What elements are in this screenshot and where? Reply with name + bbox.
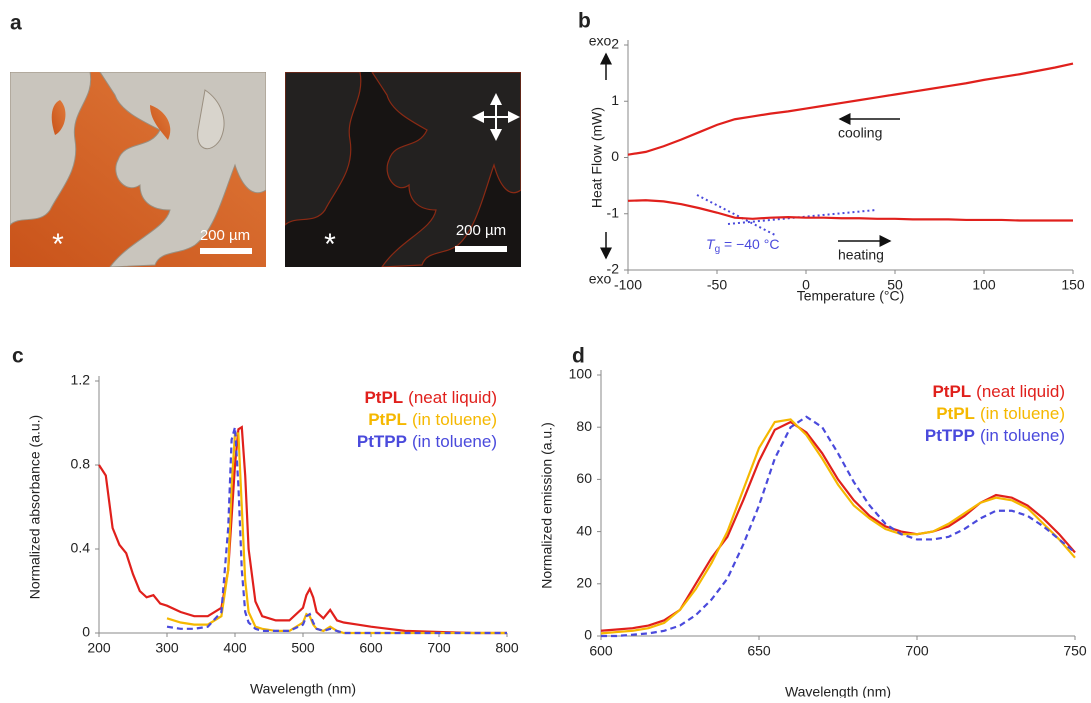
x-tick-label: -50 (707, 277, 727, 293)
panel-label: b (578, 10, 591, 33)
series-line (166, 432, 507, 635)
x-tick-label: 600 (589, 643, 613, 659)
series-line (627, 62, 1074, 156)
y-tick-label: 100 (569, 366, 593, 382)
x-tick-label: 50 (887, 277, 903, 293)
y-tick-label: 1.2 (71, 372, 91, 388)
y-tick-label: 0.8 (71, 456, 91, 472)
x-tick-label: 650 (747, 643, 771, 659)
x-axis-label: Wavelength (nm) (785, 684, 891, 698)
legend-entry: PtTPP (in toluene) (925, 426, 1065, 445)
x-axis-label: Wavelength (nm) (250, 681, 356, 697)
x-axis-label: Temperature (°C) (797, 288, 905, 304)
series-line (601, 415, 1076, 638)
x-tick-label: -100 (614, 277, 642, 293)
exo-label: exo (589, 33, 612, 49)
y-tick-label: 0 (611, 148, 619, 164)
marker: * (52, 228, 64, 261)
x-tick-label: 700 (427, 640, 451, 656)
legend-name: PtPL (936, 404, 975, 423)
legend-medium: (neat liquid) (408, 388, 497, 407)
legend-medium: (in toluene) (412, 410, 497, 429)
x-tick-label: 500 (291, 640, 315, 656)
x-tick-label: 400 (223, 640, 247, 656)
exo-label: exo (589, 271, 612, 287)
panel-label: c (12, 345, 24, 368)
x-tick-label: 750 (1063, 643, 1087, 659)
legend-medium: (in toluene) (980, 404, 1065, 423)
y-tick-label: 0 (584, 627, 592, 643)
legend-name: PtTPP (357, 432, 407, 451)
micrograph-polarized (285, 72, 521, 267)
x-tick-label: 600 (359, 640, 383, 656)
x-tick-label: 800 (495, 640, 519, 656)
panel-label: d (572, 345, 585, 368)
y-tick-label: 0.4 (71, 540, 91, 556)
legend-medium: (in toluene) (980, 426, 1065, 445)
tg-text: = −40 °C (720, 236, 779, 252)
y-axis-label: Normalized absorbance (a.u.) (27, 415, 43, 599)
y-axis-label: Normalized emission (a.u.) (539, 422, 555, 589)
y-tick-label: -1 (607, 204, 620, 220)
legend-entry: PtPL (neat liquid) (932, 382, 1065, 401)
y-tick-label: 20 (576, 575, 592, 591)
x-tick-label: 0 (802, 277, 810, 293)
tg-symbol: T (706, 236, 716, 252)
scale-bar-label: 200 µm (456, 222, 506, 239)
panel-label: a (10, 12, 22, 35)
y-tick-label: 1 (611, 92, 619, 108)
legend-entry: PtPL (in toluene) (936, 404, 1065, 423)
y-axis-label: Heat Flow (mW) (589, 107, 605, 208)
y-tick-label: 40 (576, 522, 592, 538)
legend-entry: PtPL (in toluene) (368, 410, 497, 429)
legend-name: PtPL (364, 388, 403, 407)
legend-entry: PtPL (neat liquid) (364, 388, 497, 407)
y-tick-label: 60 (576, 470, 592, 486)
legend-entry: PtTPP (in toluene) (357, 432, 497, 451)
series-line (98, 425, 507, 635)
x-tick-label: 200 (87, 640, 111, 656)
y-tick-label: 0 (82, 624, 90, 640)
y-tick-label: 80 (576, 418, 592, 434)
legend-name: PtPL (368, 410, 407, 429)
y-tick-label: 2 (611, 36, 619, 52)
y-tick-label: -2 (607, 261, 620, 277)
legend-medium: (in toluene) (412, 432, 497, 451)
cooling-label: cooling (838, 125, 882, 141)
series-line (600, 418, 1076, 635)
series-line (627, 199, 1073, 222)
x-tick-label: 100 (972, 277, 996, 293)
legend-name: PtTPP (925, 426, 975, 445)
exo-arrows (600, 52, 900, 260)
legend-medium: (neat liquid) (976, 382, 1065, 401)
x-tick-label: 700 (905, 643, 929, 659)
legend-name: PtPL (932, 382, 971, 401)
marker: * (324, 228, 336, 261)
heating-label: heating (838, 247, 884, 263)
scale-bar-label: 200 µm (200, 227, 250, 244)
series-line (166, 426, 507, 635)
micrograph-bright (10, 72, 266, 267)
tg-annotation: Tg = −40 °C (706, 236, 779, 255)
x-tick-label: 300 (155, 640, 179, 656)
tg-subscript: g (715, 244, 721, 255)
x-tick-label: 150 (1061, 277, 1085, 293)
